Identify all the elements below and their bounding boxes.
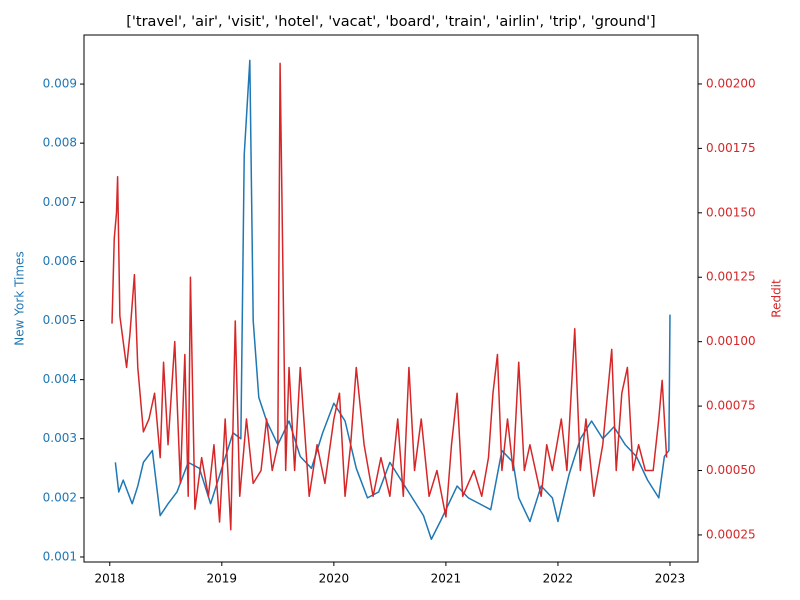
y2-axis-label: Reddit bbox=[770, 279, 784, 318]
x-tick-label: 2020 bbox=[319, 572, 350, 586]
y-tick-label: 0.001 bbox=[43, 549, 77, 563]
y2-tick-label: 0.00025 bbox=[706, 527, 756, 541]
y2-tick-label: 0.00075 bbox=[706, 399, 756, 413]
y-tick-label: 0.009 bbox=[43, 77, 77, 91]
y-axis-label: New York Times bbox=[13, 251, 27, 345]
x-tick-label: 2021 bbox=[431, 572, 462, 586]
plot-frame bbox=[83, 34, 699, 563]
y-tick-label: 0.003 bbox=[43, 431, 77, 445]
x-tick-label: 2022 bbox=[543, 572, 574, 586]
y-tick-label: 0.002 bbox=[43, 490, 77, 504]
y2-tick-label: 0.00150 bbox=[706, 205, 756, 219]
x-tick-label: 2019 bbox=[207, 572, 238, 586]
x-tick-label: 2018 bbox=[94, 572, 125, 586]
y-tick-label: 0.006 bbox=[43, 254, 77, 268]
y-tick-label: 0.007 bbox=[43, 195, 77, 209]
y-tick-label: 0.004 bbox=[43, 372, 77, 386]
y2-tick-label: 0.00125 bbox=[706, 270, 756, 284]
chart-title: ['travel', 'air', 'visit', 'hotel', 'vac… bbox=[126, 14, 655, 30]
x-tick-label: 2023 bbox=[655, 572, 686, 586]
y2-tick-label: 0.00175 bbox=[706, 141, 756, 155]
y2-tick-label: 0.00050 bbox=[706, 463, 756, 477]
y-tick-label: 0.008 bbox=[43, 136, 77, 150]
series-line bbox=[111, 62, 668, 531]
y2-tick-label: 0.00200 bbox=[706, 76, 756, 90]
y-tick-label: 0.005 bbox=[43, 313, 77, 327]
y2-tick-label: 0.00100 bbox=[706, 334, 756, 348]
